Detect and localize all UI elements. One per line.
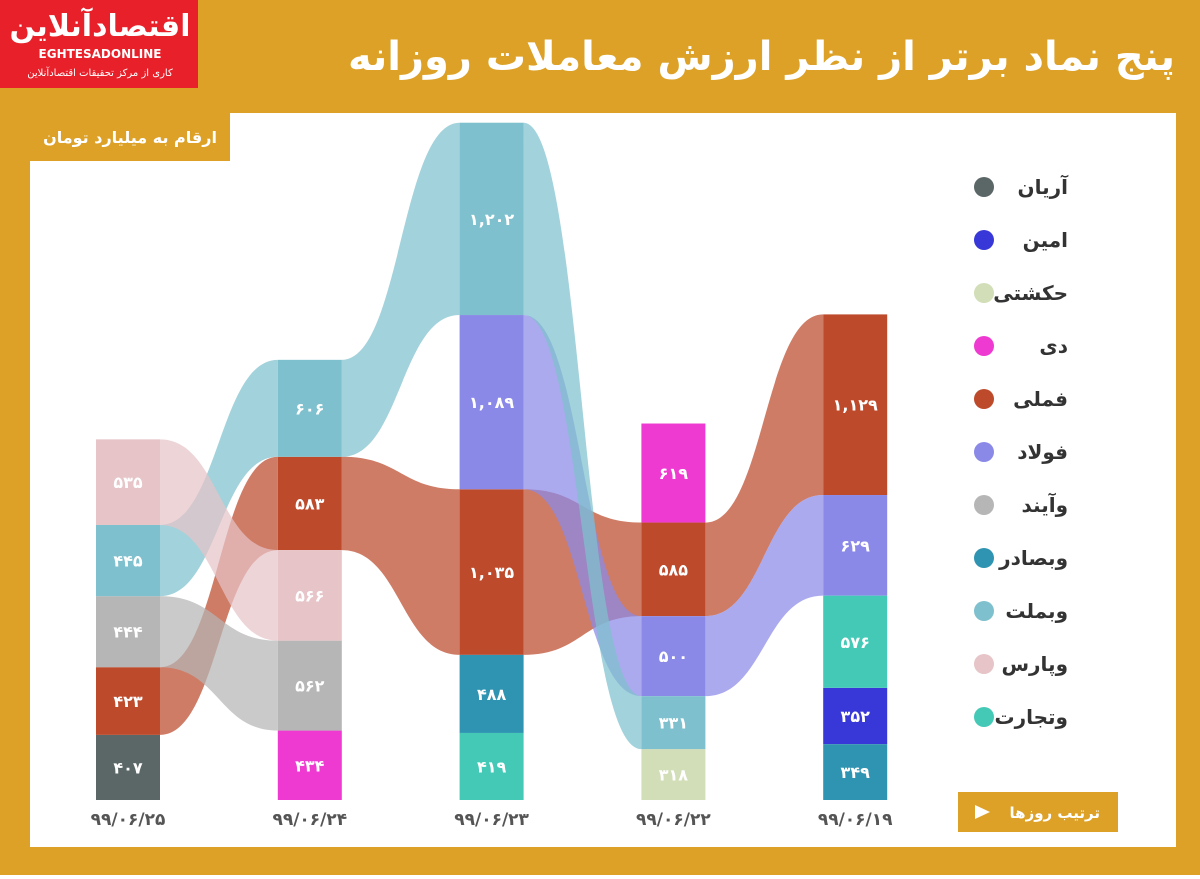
x-tick-label: ۹۹/۰۶/۲۵ [91, 810, 166, 830]
legend-label: فولاد [1017, 440, 1068, 464]
bar-segment [96, 734, 160, 800]
order-note: ترتیب روزها [1010, 804, 1100, 822]
arrow [975, 805, 990, 819]
legend-label: آریان [1018, 174, 1070, 199]
legend-marker [974, 336, 994, 356]
legend-label: وبصادر [998, 546, 1068, 570]
chart-title: پنج نماد برتر از نظر ارزش معاملات روزانه [348, 34, 1175, 80]
value-label: ۴۸۸ [477, 685, 507, 704]
value-label: ۵۶۲ [295, 677, 325, 696]
bar-segment [277, 730, 342, 800]
legend-marker [974, 495, 994, 515]
x-tick-label: ۹۹/۰۶/۲۲ [636, 810, 711, 830]
x-tick-label: ۹۹/۰۶/۲۴ [272, 810, 347, 830]
bar-segment [459, 732, 524, 800]
value-label: ۳۵۲ [841, 707, 871, 726]
x-tick-label: ۹۹/۰۶/۱۹ [818, 810, 893, 830]
value-label: ۱,۱۲۹ [833, 396, 878, 415]
bar-segment [459, 122, 524, 316]
value-label: ۳۳۱ [659, 714, 688, 733]
value-label: ۱,۰۳۵ [469, 563, 514, 582]
bar-segment [823, 495, 888, 596]
value-label: ۵۰۰ [659, 647, 688, 666]
bar-segment [823, 687, 888, 745]
value-label: ۵۷۶ [841, 633, 870, 652]
bar-segment [277, 640, 342, 731]
value-label: ۵۳۵ [113, 473, 143, 492]
legend-marker [974, 601, 994, 621]
bar-segment [823, 744, 888, 800]
bar-segment [641, 423, 706, 523]
flow-band [341, 456, 460, 655]
value-label: ۵۶۶ [295, 586, 324, 605]
flow-band [705, 495, 824, 697]
flow-band [160, 439, 278, 641]
legend-label: وآیند [1021, 492, 1068, 517]
value-label: ۶۰۶ [295, 399, 324, 418]
bar-segment [823, 314, 888, 496]
bar-segment [277, 359, 342, 457]
legend-marker [974, 230, 994, 250]
value-label: ۱,۲۰۲ [469, 210, 514, 229]
x-tick-label: ۹۹/۰۶/۲۳ [454, 810, 529, 830]
flow-band [523, 122, 642, 750]
value-label: ۴۴۵ [113, 552, 143, 571]
bar-segment [96, 524, 160, 597]
logo-tagline: کاری از مرکز تحقیقات اقتصادآنلاین [27, 66, 173, 79]
value-label: ۱,۰۸۹ [469, 393, 514, 412]
logo-name: اقتصادآنلاین [10, 7, 191, 44]
legend-marker [974, 548, 994, 568]
flow-band [341, 122, 460, 457]
legend-marker [974, 283, 994, 303]
logo-latin: EGHTESADONLINE [39, 47, 162, 61]
bar-segment [96, 667, 160, 735]
value-label: ۶۲۹ [841, 536, 871, 555]
value-label: ۴۱۹ [477, 757, 507, 776]
legend-marker [974, 442, 994, 462]
bar-segment [641, 696, 706, 750]
legend-label: وتجارت [995, 705, 1068, 729]
unit-label: ارقام به میلیارد تومان [43, 128, 217, 147]
legend-label: دی [1039, 334, 1068, 358]
bar-segment [459, 315, 524, 490]
bar-segment [641, 749, 706, 800]
bar-segment [641, 616, 706, 697]
bar-segment [277, 456, 342, 551]
unit-box [30, 113, 230, 161]
legend-label: وبملت [1005, 599, 1068, 623]
value-label: ۳۴۹ [841, 763, 871, 782]
legend-label: فملی [1013, 387, 1068, 411]
value-label: ۵۸۵ [659, 560, 689, 579]
value-label: ۴۳۴ [295, 756, 325, 775]
value-label: ۴۲۳ [113, 692, 143, 711]
bar-segment [277, 550, 342, 641]
legend-marker [974, 389, 994, 409]
bar-segment [823, 595, 888, 688]
legend-label: حکشتی [993, 281, 1068, 305]
logo-box [0, 0, 198, 88]
value-label: ۳۱۸ [659, 766, 689, 785]
bar-segment [96, 439, 160, 525]
flow-band [705, 314, 824, 617]
bar-segment [641, 522, 706, 617]
bar-segment [459, 489, 524, 655]
legend-marker [974, 707, 994, 727]
bar-segment [459, 654, 524, 733]
legend-label: امین [1023, 228, 1068, 252]
value-label: ۴۴۴ [113, 623, 143, 642]
value-label: ۵۸۳ [295, 494, 325, 513]
bar-segment [96, 596, 160, 668]
legend-marker [974, 177, 994, 197]
flow-band [160, 596, 278, 731]
legend-marker [974, 654, 994, 674]
legend-label: وپارس [1001, 652, 1068, 677]
value-label: ۴۰۷ [113, 758, 143, 777]
value-label: ۶۱۹ [659, 464, 689, 483]
